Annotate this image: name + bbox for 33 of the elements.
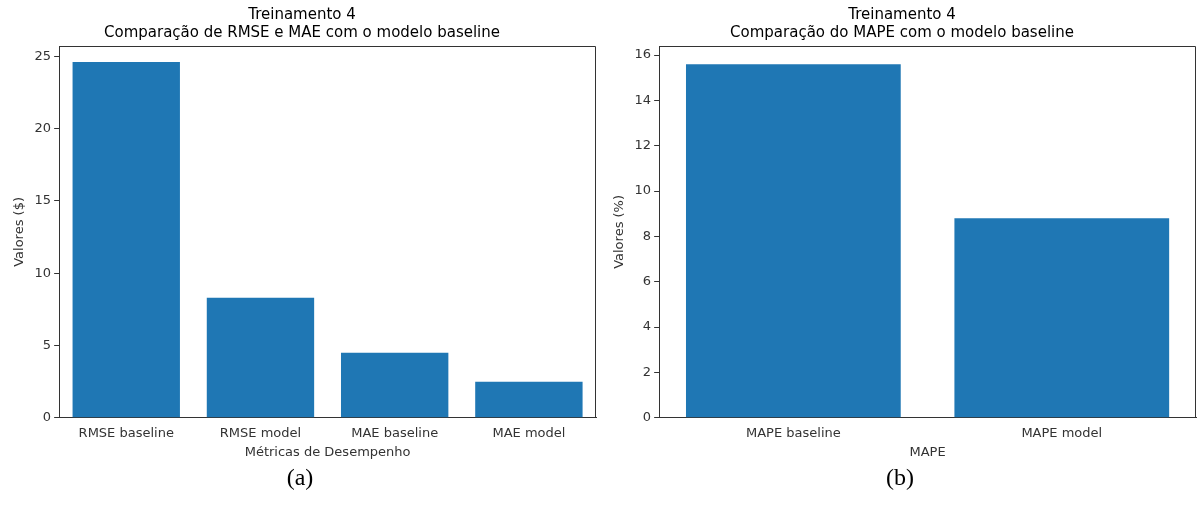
bar bbox=[340, 352, 449, 418]
x-tick-label: MAPE baseline bbox=[745, 424, 841, 440]
y-tick-label: 5 bbox=[42, 336, 52, 352]
y-tick-label: 8 bbox=[642, 227, 652, 243]
y-tick-label: 16 bbox=[634, 46, 652, 62]
y-tick-label: 2 bbox=[642, 363, 652, 379]
y-tick-label: 4 bbox=[642, 318, 652, 334]
x-axis-title: MAPE bbox=[909, 443, 946, 459]
x-tick-label: MAE baseline bbox=[351, 424, 439, 440]
y-axis-title: Valores ($) bbox=[11, 197, 27, 267]
y-tick-label: 25 bbox=[34, 47, 52, 63]
y-tick-label: 14 bbox=[634, 91, 652, 107]
y-tick-label: 10 bbox=[34, 264, 52, 280]
x-tick-label: MAE model bbox=[492, 424, 566, 440]
y-tick-label: 12 bbox=[634, 137, 652, 153]
y-tick-label: 20 bbox=[34, 119, 52, 135]
y-tick-label: 0 bbox=[42, 409, 52, 425]
y-tick-label: 6 bbox=[642, 273, 652, 289]
bar bbox=[72, 61, 180, 418]
y-tick-label: 15 bbox=[34, 192, 52, 208]
chart-title: Treinamento 4 Comparação de RMSE e MAE com o modelo baseline bbox=[103, 4, 501, 41]
text: (b) bbox=[885, 464, 915, 491]
x-tick-label: RMSE baseline bbox=[78, 424, 174, 440]
y-tick-label: 0 bbox=[642, 409, 652, 425]
chart-title: Treinamento 4 Comparação do MAPE com o modelo baseline bbox=[730, 4, 1074, 41]
text: (a) bbox=[285, 464, 315, 491]
y-tick-label: 10 bbox=[634, 182, 652, 198]
bar bbox=[475, 381, 583, 418]
x-tick-label: RMSE model bbox=[219, 424, 302, 440]
x-tick-label: MAPE model bbox=[1021, 424, 1103, 440]
x-axis-title: Métricas de Desempenho bbox=[244, 443, 411, 459]
bar bbox=[206, 297, 315, 418]
y-axis-title: Valores (%) bbox=[611, 194, 627, 269]
